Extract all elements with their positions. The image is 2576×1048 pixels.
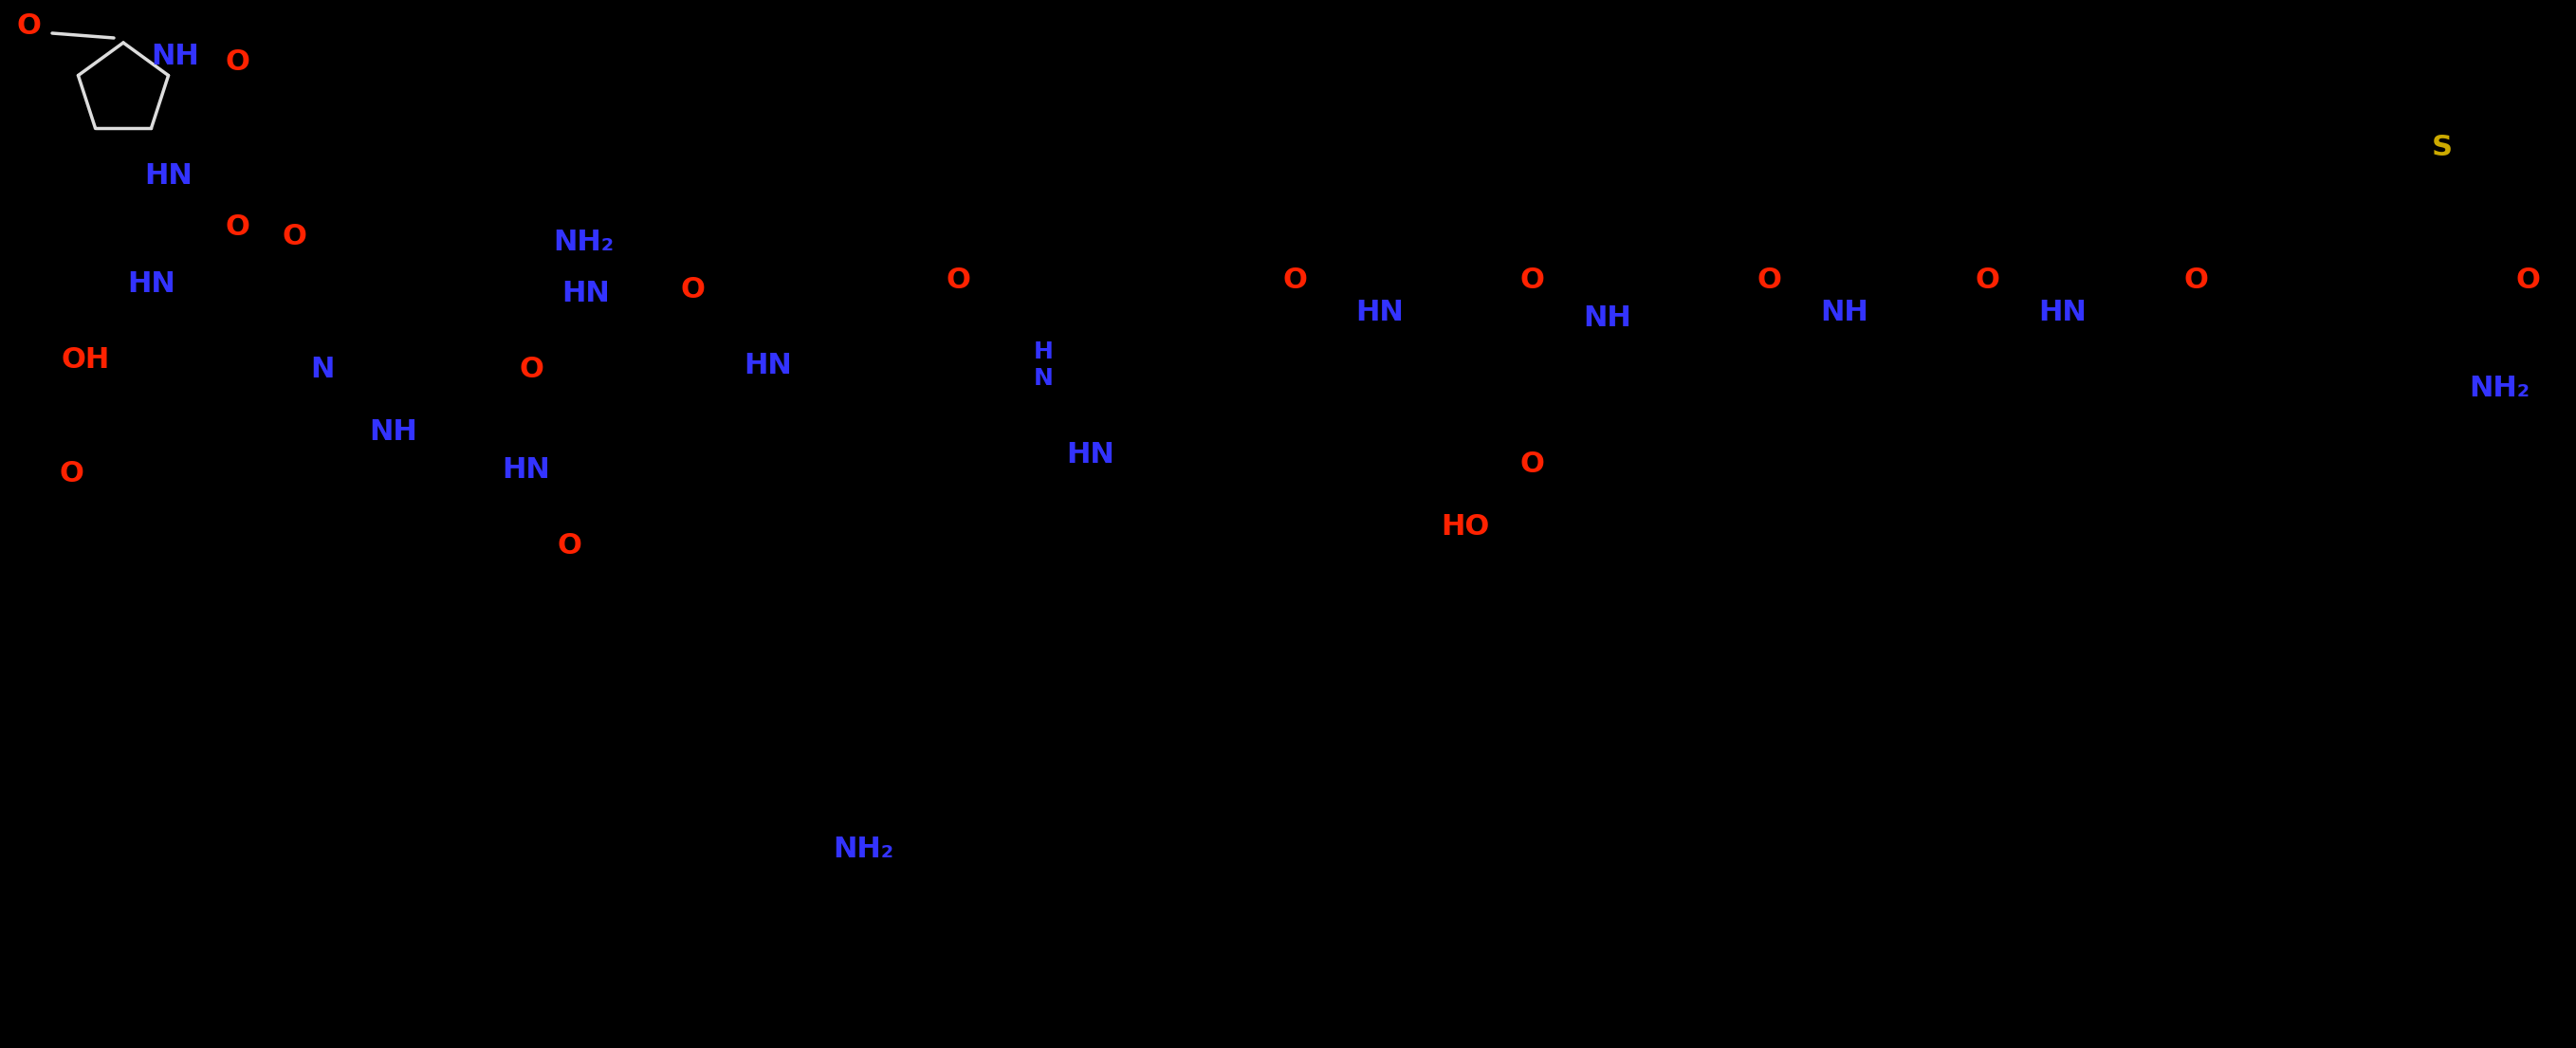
Text: NH₂: NH₂: [554, 228, 613, 256]
Text: O: O: [680, 276, 706, 303]
Text: NH: NH: [1584, 304, 1631, 331]
Text: HN: HN: [744, 351, 793, 379]
Text: HN: HN: [1355, 300, 1404, 327]
Text: HN: HN: [562, 280, 611, 308]
Text: NH₂: NH₂: [2468, 375, 2530, 402]
Text: NH: NH: [152, 43, 198, 70]
Text: N: N: [312, 356, 335, 384]
Text: O: O: [556, 531, 582, 559]
Text: O: O: [224, 214, 250, 241]
Text: HN: HN: [144, 161, 193, 190]
Text: O: O: [281, 223, 307, 250]
Text: HN: HN: [502, 456, 551, 483]
Text: NH: NH: [1821, 300, 1868, 327]
Text: O: O: [2184, 266, 2208, 293]
Text: H
N: H N: [1033, 341, 1054, 390]
Text: O: O: [945, 266, 971, 293]
Text: OH: OH: [62, 347, 111, 374]
Text: O: O: [518, 356, 544, 384]
Text: O: O: [59, 460, 82, 488]
Text: O: O: [1976, 266, 1999, 293]
Text: O: O: [1520, 451, 1543, 479]
Text: HN: HN: [129, 270, 175, 299]
Text: HO: HO: [1440, 512, 1489, 540]
Text: HN: HN: [2038, 300, 2087, 327]
Text: NH: NH: [368, 418, 417, 445]
Text: O: O: [1757, 266, 1780, 293]
Text: HN: HN: [1066, 441, 1115, 470]
Text: O: O: [1520, 266, 1543, 293]
Text: S: S: [2432, 133, 2452, 160]
Text: O: O: [15, 13, 41, 40]
Text: NH₂: NH₂: [832, 835, 894, 863]
Text: O: O: [1283, 266, 1306, 293]
Text: O: O: [224, 48, 250, 75]
Text: O: O: [2514, 266, 2540, 293]
